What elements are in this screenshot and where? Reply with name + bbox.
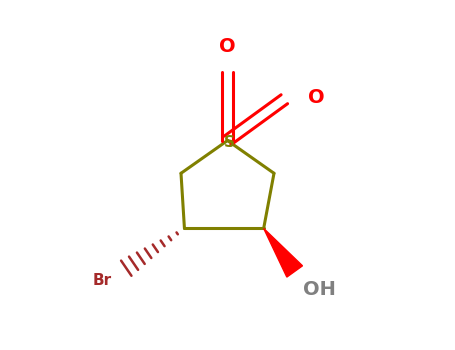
Text: Br: Br xyxy=(92,273,111,288)
Text: OH: OH xyxy=(303,280,336,299)
Text: S: S xyxy=(224,135,235,150)
Text: O: O xyxy=(308,88,325,107)
Polygon shape xyxy=(263,229,303,277)
Text: O: O xyxy=(219,37,236,56)
